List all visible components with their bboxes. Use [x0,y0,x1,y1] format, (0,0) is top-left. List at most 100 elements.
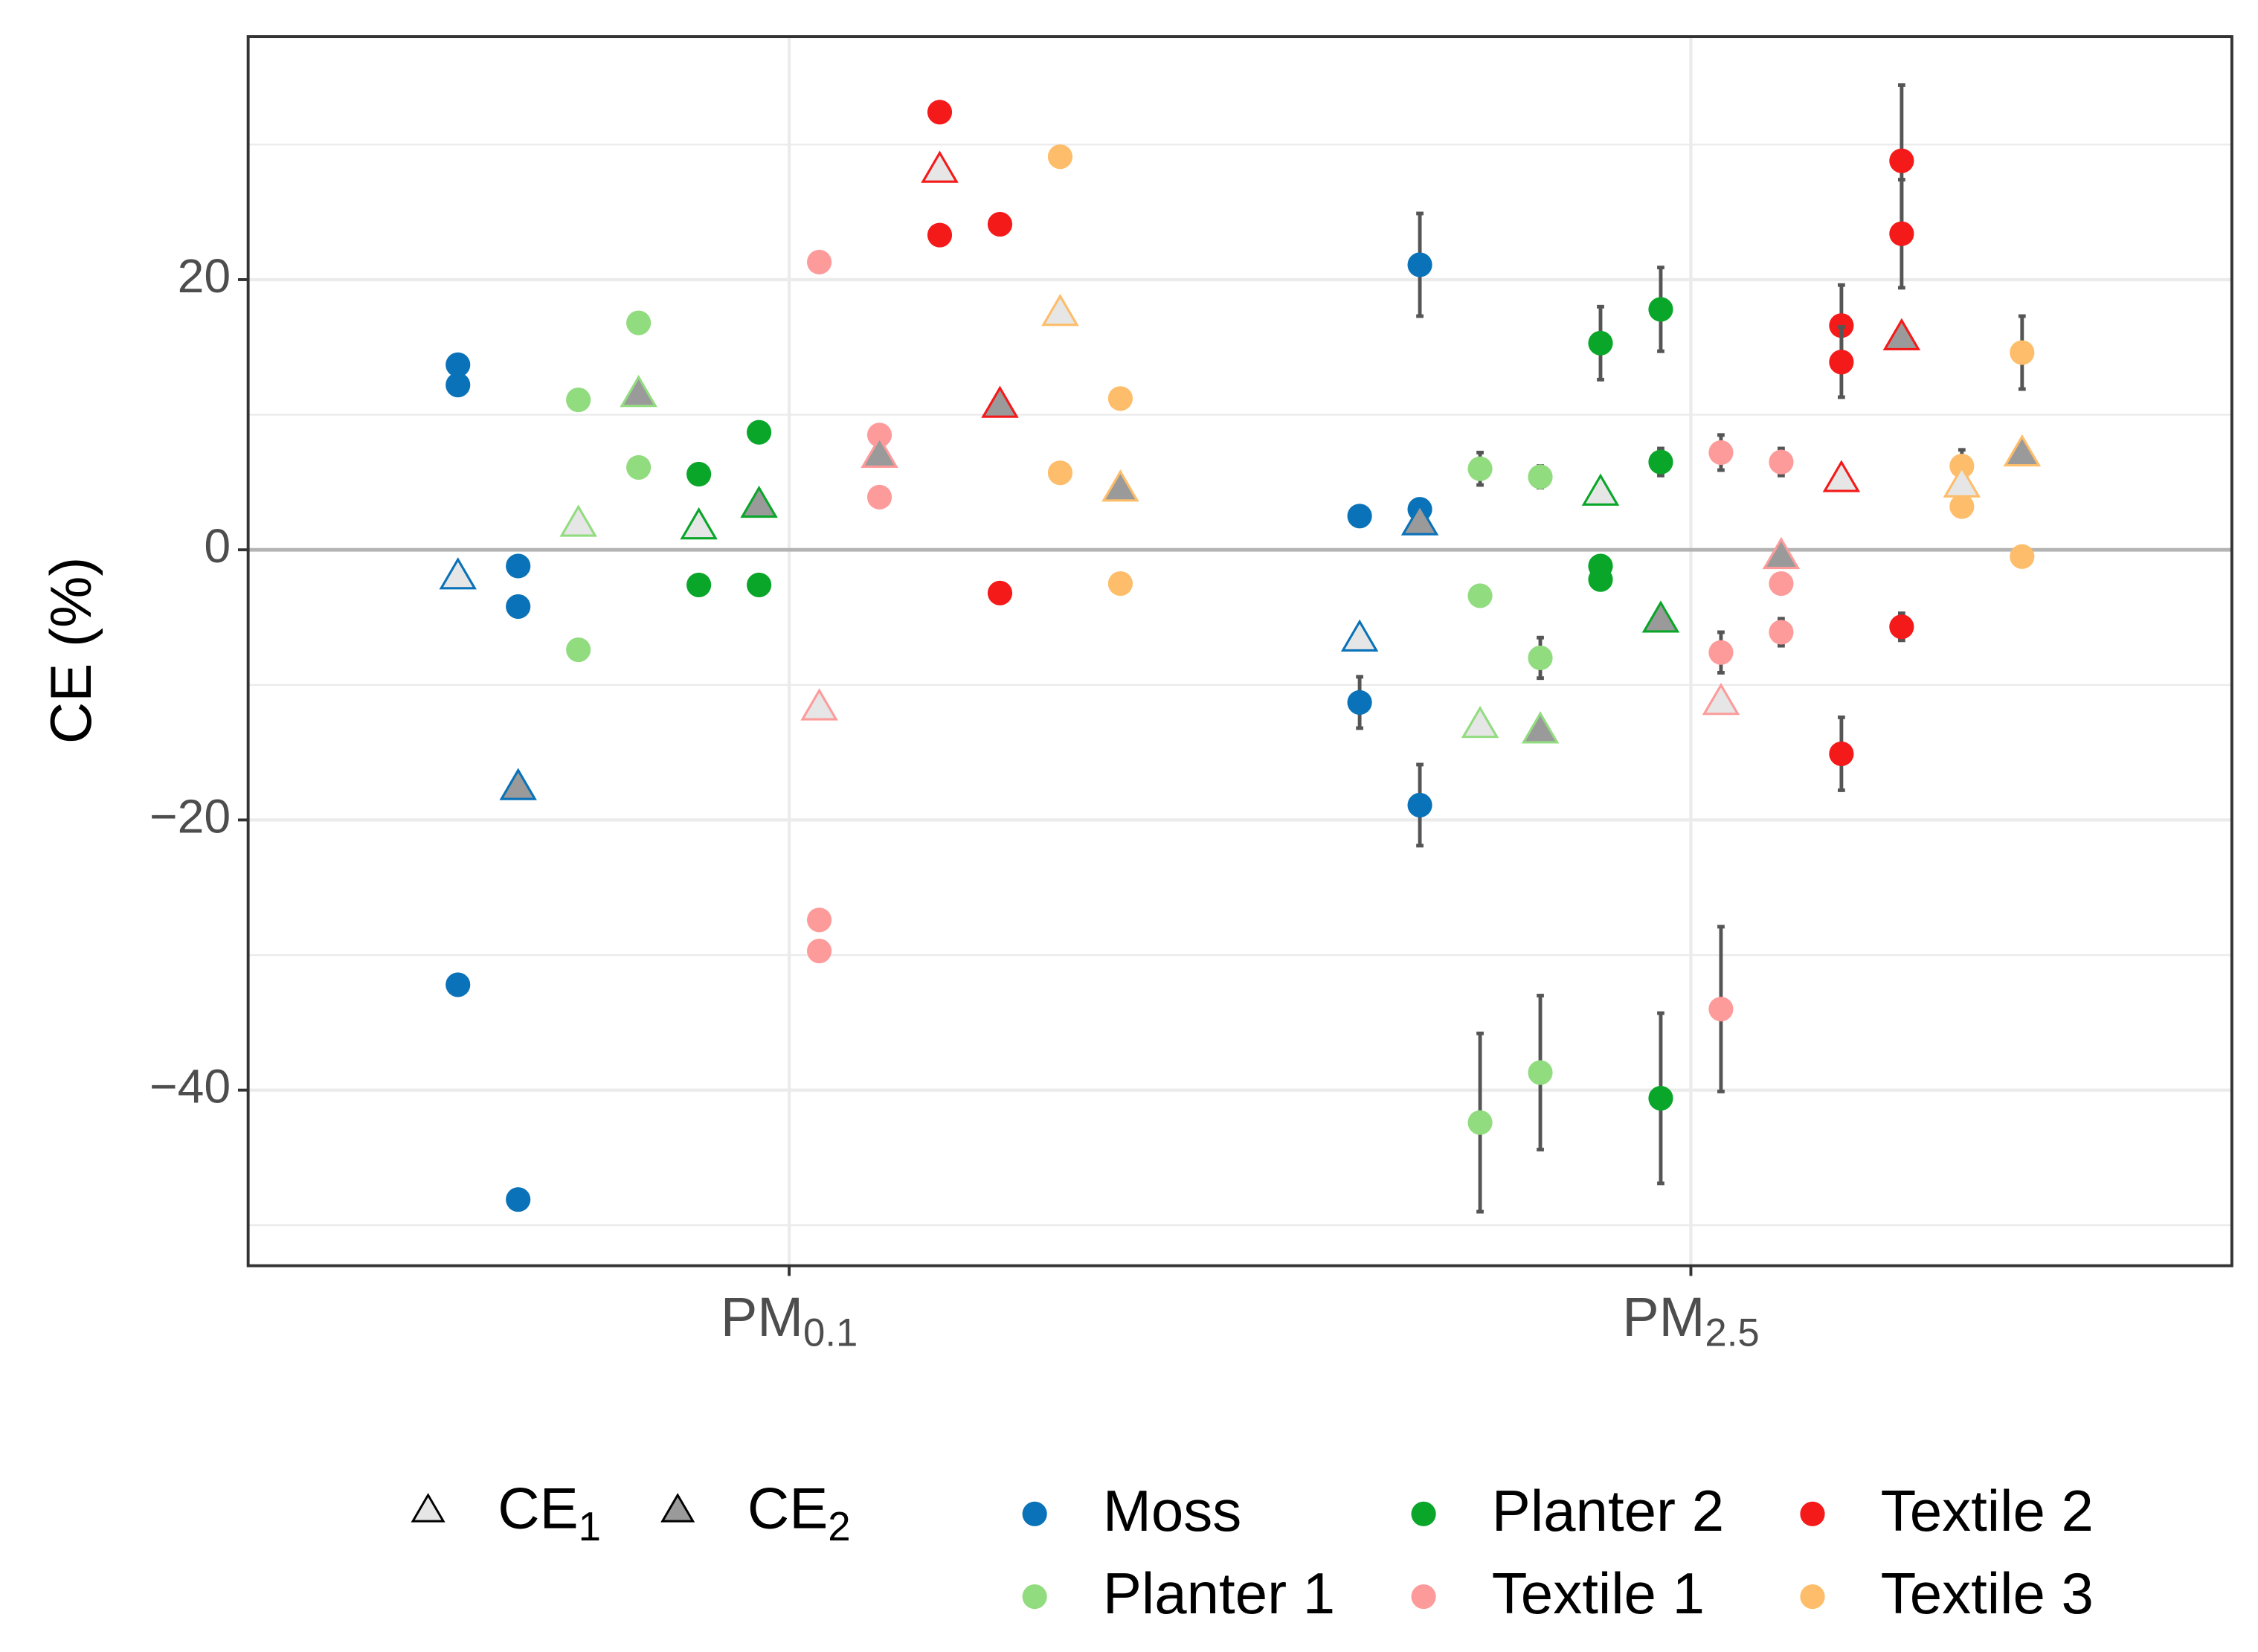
point [1407,252,1432,277]
mean-triangle [1882,318,1921,350]
mean-triangle [1461,705,1499,739]
point [747,420,772,445]
y-tick-label: −40 [149,1060,231,1113]
legend-label-base: CE [747,1475,828,1540]
point [1347,504,1372,529]
point [446,373,471,398]
x-tick-label-base: PM [1622,1285,1705,1347]
mean-triangle [1101,469,1139,502]
point [1769,571,1794,597]
point [2010,340,2035,365]
y-tick-label: −20 [149,789,231,843]
point [1708,640,1734,665]
legend-label: Planter 2 [1492,1478,1724,1543]
x-tick-label-sub: 0.1 [803,1311,858,1354]
point [987,580,1013,605]
mean-triangle [1400,503,1439,536]
mean-triangle [499,768,537,800]
legend-label-sub: 1 [579,1504,601,1549]
point [446,972,471,997]
mean-triangle [680,507,718,540]
x-tick-label-sub: 2.5 [1705,1311,1759,1354]
point [1528,645,1553,671]
point [566,637,591,663]
point [1648,297,1673,322]
legend-label: CE1 [498,1475,601,1549]
x-tick-label-base: PM [721,1285,803,1347]
point [1588,567,1613,592]
point [506,553,531,579]
legend-label: CE2 [747,1475,851,1549]
point [1829,741,1854,766]
x-tick-label: PM2.5 [1622,1285,1759,1354]
y-tick-label: 0 [204,519,231,573]
point [686,572,712,597]
mean-triangle [981,385,1019,418]
legend-label: Textile 3 [1881,1561,2094,1626]
point [1467,1110,1493,1135]
legend-label: Textile 1 [1492,1561,1705,1626]
legend-symbol [660,1493,695,1523]
point [626,310,652,335]
legend-symbol [1022,1584,1047,1610]
mean-triangle [1521,711,1560,744]
point [1708,997,1734,1022]
point [1047,460,1073,486]
mean-triangle [800,688,838,721]
point [866,422,892,448]
mean-triangle [559,504,597,537]
mean-triangle [740,485,778,518]
point [686,461,712,487]
y-tick-label: 20 [178,249,231,303]
y-axis-title: CE (%) [38,557,103,744]
legend-symbol [1411,1584,1436,1610]
mean-triangle [861,435,898,468]
mean-triangle [921,150,959,183]
mean-triangle [1702,683,1740,716]
legend-symbol [1800,1501,1825,1526]
mean-triangle [1340,619,1379,652]
point [1648,449,1673,475]
point [1107,386,1133,411]
point [1047,144,1073,170]
point [1528,464,1553,489]
point [1347,690,1372,715]
legend-label: Moss [1103,1478,1241,1543]
point [626,454,652,480]
mean-triangle [2003,434,2042,467]
point [506,1187,531,1212]
point [747,572,772,597]
point [927,100,953,125]
point [1889,221,1914,246]
point [2010,544,2035,569]
mean-triangle [1581,473,1620,506]
mean-triangle [1822,460,1861,492]
point [1889,148,1914,173]
point [1528,1060,1553,1085]
point [806,907,832,933]
mean-triangle [1943,465,1981,498]
point [1107,571,1133,597]
point [1407,792,1432,818]
legend-label-base: CE [498,1475,578,1540]
mean-triangle [620,374,657,408]
point [927,222,953,248]
point [806,938,832,964]
point [1769,620,1794,645]
legend-symbol [1800,1584,1825,1610]
point [806,249,832,274]
point [1708,440,1734,466]
point [1829,350,1854,375]
point [1588,330,1613,356]
point [566,388,591,413]
x-tick-label: PM0.1 [721,1285,858,1354]
legend-symbol [1022,1501,1047,1526]
legend-symbol [411,1493,446,1523]
point [987,211,1013,237]
mean-triangle [1762,536,1801,570]
point [1467,583,1493,608]
plot-frame [246,35,2233,1267]
point [1769,449,1794,475]
mean-triangle [1641,600,1680,633]
